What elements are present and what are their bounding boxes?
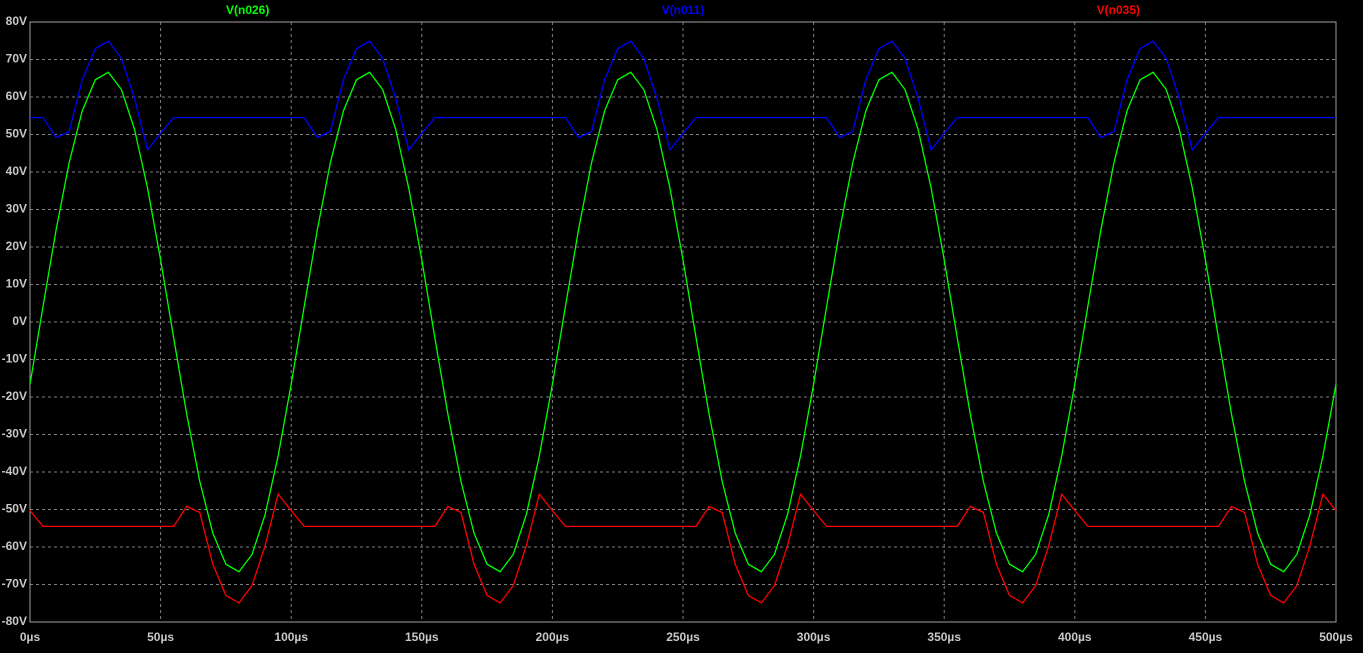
y-tick-label: 0V [12,314,27,328]
x-tick-label: 450µs [1189,630,1223,644]
x-tick-label: 300µs [797,630,831,644]
y-tick-label: 70V [6,52,27,66]
series-line [30,40,1336,152]
legend-entry: V(n035) [1097,3,1140,17]
series-line [29,71,1337,573]
x-tick-label: 250µs [666,630,700,644]
y-tick-label: 60V [6,89,27,103]
x-tick-label: 350µs [927,630,961,644]
y-tick-label: -50V [2,502,27,516]
x-tick-label: 50µs [147,630,174,644]
legend-entry: V(n026) [226,3,269,17]
y-tick-label: -60V [2,539,27,553]
y-tick-label: -30V [2,427,27,441]
x-tick-label: 100µs [274,630,308,644]
x-tick-label: 500µs [1319,630,1353,644]
y-tick-label: 20V [6,239,27,253]
y-tick-label: 30V [6,202,27,216]
plot-frame [29,21,1337,623]
y-tick-label: 50V [6,127,27,141]
x-tick-label: 0µs [20,630,41,644]
legend-entry: V(n011) [662,3,705,17]
y-tick-label: -80V [2,614,27,628]
y-tick-label: -70V [2,577,27,591]
y-tick-label: -10V [2,352,27,366]
series-line [29,492,1337,604]
y-tick-label: 80V [6,14,27,28]
x-tick-label: 200µs [536,630,570,644]
x-tick-label: 400µs [1058,630,1092,644]
y-tick-label: -40V [2,464,27,478]
x-tick-label: 150µs [405,630,439,644]
y-tick-label: 10V [6,277,27,291]
y-tick-label: 40V [6,164,27,178]
y-tick-label: -20V [2,389,27,403]
